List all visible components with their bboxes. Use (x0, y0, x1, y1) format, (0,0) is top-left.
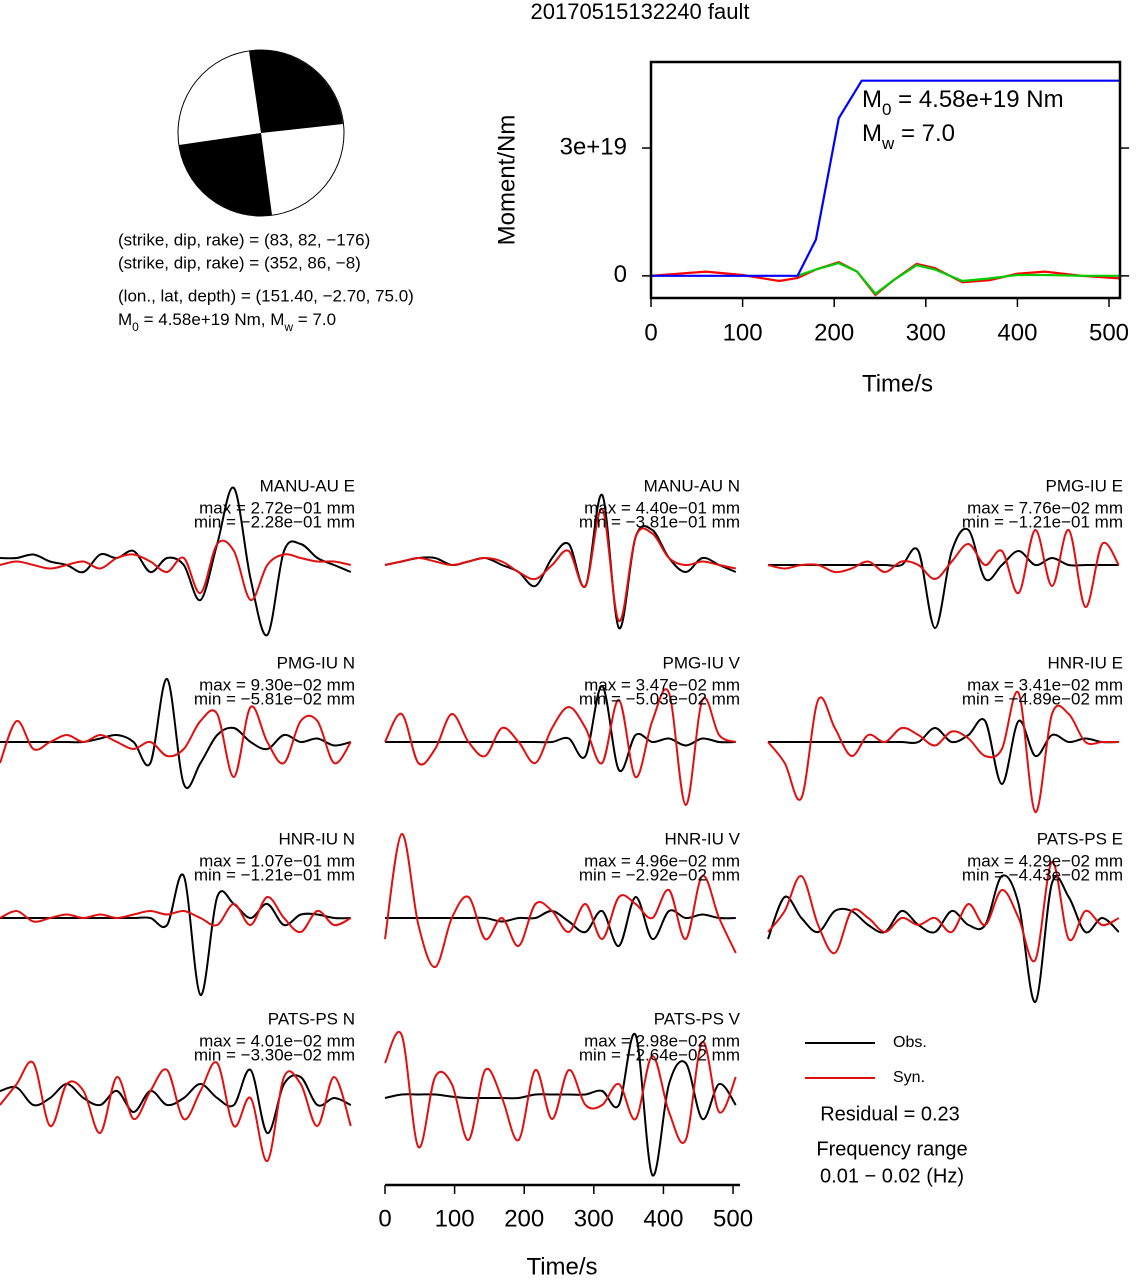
text-part: = 7.0 (293, 310, 336, 329)
synthetic-trace (384, 832, 737, 968)
text-part: = 7.0 (894, 120, 955, 147)
frequency-title: Frequency range (816, 1138, 967, 1160)
synthetic-trace (0, 896, 352, 934)
station-label: HNR-IU V (664, 829, 740, 848)
x-tick-label: 400 (643, 1205, 683, 1232)
annotation: Mw = 7.0 (862, 120, 955, 153)
subscript: w (283, 320, 293, 334)
y-tick-label: 3e+19 (560, 133, 627, 160)
station-label: HNR-IU N (279, 829, 356, 848)
x-tick-label: 200 (814, 319, 854, 346)
max-label: max = 2.98e−02 mm (584, 1031, 740, 1050)
y-tick-label: 0 (614, 261, 627, 288)
moment-line (651, 261, 1120, 297)
observed-trace (767, 874, 1120, 1004)
synthetic-trace (0, 705, 352, 779)
synthetic-trace (0, 539, 352, 601)
min-label: min = −3.30e−02 mm (194, 1045, 355, 1064)
max-label: max = 2.72e−01 mm (199, 498, 355, 517)
station-label: PATS-PS V (654, 1009, 741, 1028)
y-axis-label: Moment/Nm (493, 115, 520, 246)
max-label: max = 4.29e−02 mm (967, 851, 1123, 870)
x-tick-label: 100 (435, 1205, 475, 1232)
max-label: max = 4.96e−02 mm (584, 851, 740, 870)
min-label: min = −4.89e−02 mm (962, 689, 1123, 708)
min-label: min = −5.03e−02 mm (579, 689, 740, 708)
text-part: = 4.58e+19 Nm, M (139, 310, 285, 329)
station-label: PATS-PS N (268, 1009, 355, 1028)
station-label: PMG-IU V (663, 653, 741, 672)
annotation: M0 = 4.58e+19 Nm (862, 86, 1064, 119)
station-label: MANU-AU N (644, 476, 740, 495)
synthetic-trace (767, 690, 1119, 814)
observed-trace (767, 718, 1119, 786)
moment-text: M0 = 4.58e+19 Nm, Mw = 7.0 (118, 310, 336, 334)
observed-trace (767, 527, 1119, 630)
x-tick-label: 200 (504, 1205, 544, 1232)
x-tick-label: 400 (997, 319, 1037, 346)
compressional-quadrant (249, 50, 343, 133)
max-label: max = 1.07e−01 mm (199, 851, 355, 870)
compressional-quadrant (179, 133, 272, 216)
x-axis-label: Time/s (526, 1253, 597, 1280)
max-label: max = 3.47e−02 mm (584, 675, 740, 694)
max-label: max = 3.41e−02 mm (967, 675, 1123, 694)
mechanism-text: (strike, dip, rake) = (352, 86, −8) (118, 253, 361, 272)
x-tick-label: 500 (713, 1205, 753, 1232)
moment-line (797, 261, 1120, 296)
min-label: min = −2.64e−02 mm (579, 1045, 740, 1064)
text-part: M (862, 86, 882, 113)
subscript: w (881, 134, 895, 153)
x-tick-label: 0 (644, 319, 657, 346)
text-part: M (862, 120, 882, 147)
synthetic-trace (0, 1060, 352, 1163)
synthetic-trace (384, 507, 737, 623)
min-label: min = −2.28e−01 mm (194, 512, 355, 531)
observed-trace (0, 486, 352, 637)
x-tick-label: 300 (906, 319, 946, 346)
max-label: max = 9.30e−02 mm (199, 675, 355, 694)
subscript: 0 (882, 100, 891, 119)
x-axis-label: Time/s (862, 370, 933, 397)
min-label: min = −5.81e−02 mm (194, 689, 355, 708)
station-label: HNR-IU E (1047, 653, 1123, 672)
residual: Residual = 0.23 (820, 1103, 960, 1125)
observed-trace (0, 873, 351, 997)
subscript: 0 (132, 320, 139, 334)
max-label: max = 4.01e−02 mm (199, 1031, 355, 1050)
min-label: min = −3.81e−01 mm (579, 512, 740, 531)
min-label: min = −1.21e−01 mm (962, 512, 1123, 531)
station-label: MANU-AU E (260, 476, 355, 495)
station-label: PATS-PS E (1037, 829, 1123, 848)
beachball (177, 49, 345, 217)
station-label: PMG-IU E (1046, 476, 1123, 495)
min-label: min = −2.92e−02 mm (579, 865, 740, 884)
mechanism-text: (lon., lat, depth) = (151.40, −2.70, 75.… (118, 286, 414, 305)
figure-title: 20170515132240 fault (531, 0, 750, 24)
moment-line (651, 79, 1120, 277)
legend-label: Syn. (893, 1069, 925, 1086)
station-label: PMG-IU N (277, 653, 355, 672)
min-label: min = −1.21e−01 mm (194, 865, 355, 884)
frequency-range: 0.01 − 0.02 (Hz) (820, 1165, 964, 1187)
text-part: = 4.58e+19 Nm (891, 86, 1063, 113)
max-label: max = 7.76e−02 mm (967, 498, 1123, 517)
x-tick-label: 500 (1089, 319, 1129, 346)
observed-trace (384, 1032, 737, 1177)
x-tick-label: 0 (378, 1205, 391, 1232)
observed-trace (0, 677, 352, 789)
mechanism-text: (strike, dip, rake) = (83, 82, −176) (118, 230, 370, 249)
synthetic-trace (384, 1030, 737, 1149)
synthetic-trace (767, 860, 1120, 963)
plot-frame (649, 60, 1122, 300)
x-tick-label: 100 (723, 319, 763, 346)
legend-label: Obs. (893, 1034, 927, 1051)
min-label: min = −4.43e−02 mm (962, 865, 1123, 884)
synthetic-trace (767, 528, 1120, 609)
max-label: max = 4.40e−01 mm (584, 498, 740, 517)
synthetic-trace (384, 688, 737, 807)
x-tick-label: 300 (574, 1205, 614, 1232)
text-part: M (118, 310, 132, 329)
